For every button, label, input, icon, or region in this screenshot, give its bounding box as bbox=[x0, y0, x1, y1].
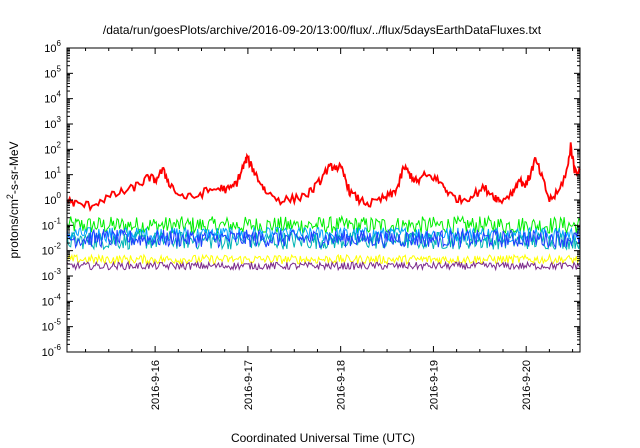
y-axis-label-post: -s-sr-MeV bbox=[7, 141, 21, 194]
y-tick-label: 10-4 bbox=[42, 292, 62, 308]
y-axis-label-pre: protons/cm bbox=[7, 199, 21, 258]
y-tick-label: 10-2 bbox=[42, 242, 62, 258]
series-line bbox=[66, 142, 581, 212]
x-axis: 2016-9-16 2016-9-17 2016-9-18 2016-9-19 2016… bbox=[85, 48, 574, 410]
series-line bbox=[66, 230, 581, 251]
series-line bbox=[66, 253, 581, 266]
x-tick-label: 2016-9-19 bbox=[428, 360, 440, 410]
x-tick-label: 2016-9-16 bbox=[150, 360, 162, 410]
y-tick-label: 101 bbox=[44, 166, 61, 182]
x-tick-label: 2016-9-17 bbox=[243, 360, 255, 410]
y-tick-label: 10-5 bbox=[42, 318, 62, 334]
y-tick-label: 103 bbox=[44, 115, 61, 131]
y-tick-label: 102 bbox=[44, 140, 61, 156]
y-tick-label: 106 bbox=[44, 39, 61, 55]
y-tick-label: 10-3 bbox=[42, 267, 62, 283]
chart-title: /data/run/goesPlots/archive/2016-09-20/1… bbox=[103, 23, 542, 37]
y-tick-label: 104 bbox=[44, 90, 61, 106]
y-axis-label-sup: 2 bbox=[5, 194, 15, 199]
y-tick-label: 10-6 bbox=[42, 343, 62, 359]
x-tick-label: 2016-9-20 bbox=[521, 360, 533, 410]
x-axis-label: Coordinated Universal Time (UTC) bbox=[231, 431, 415, 445]
series-line bbox=[66, 214, 581, 235]
series-line bbox=[66, 260, 581, 272]
x-tick-label: 2016-9-18 bbox=[336, 360, 348, 410]
plot-lines bbox=[66, 142, 581, 272]
y-tick-label: 100 bbox=[44, 191, 61, 207]
series-line bbox=[66, 227, 581, 250]
y-tick-label: 10-1 bbox=[42, 216, 62, 232]
y-axis-label: protons/cm2-s-sr-MeV bbox=[5, 141, 21, 258]
y-axis: 10-6 10-5 10-4 10-3 10-2 10-1 100 101 102 103 104 1… bbox=[42, 39, 580, 359]
y-tick-label: 105 bbox=[44, 64, 61, 80]
